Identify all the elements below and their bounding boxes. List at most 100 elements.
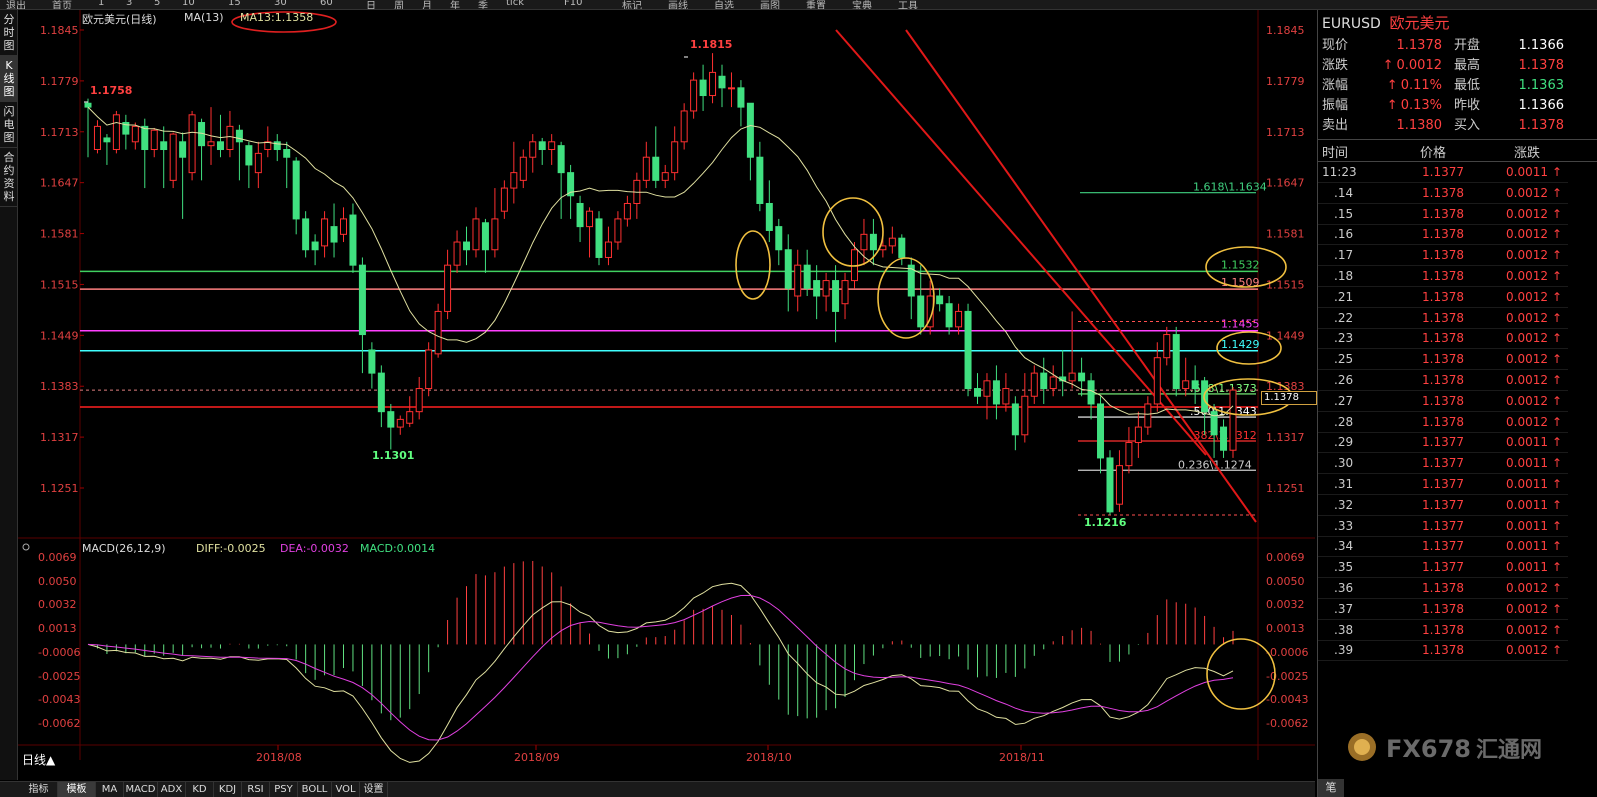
date-tick: 2018/08 xyxy=(256,751,302,764)
ma-indicator-label[interactable]: MA(13) xyxy=(184,11,224,24)
candle-body xyxy=(1002,388,1010,405)
indicator-tab-0[interactable]: 指标 xyxy=(20,782,58,797)
tick-time: .14 xyxy=(1334,185,1354,200)
tick-row: .21 1.1378 0.0012 ↑ xyxy=(1318,287,1568,308)
kline-chart-area[interactable]: 1.1845 1.1845 1.1779 1.1779 1.1713 1.1713 1.16… xyxy=(18,10,1317,780)
tick-time: .30 xyxy=(1334,456,1354,471)
tick-row: .36 1.1378 0.0012 ↑ xyxy=(1318,578,1568,599)
toolbar-item-7[interactable]: 30 xyxy=(274,0,287,8)
tick-header-0: 时间 xyxy=(1322,146,1349,161)
indicator-tab-7[interactable]: RSI xyxy=(242,782,270,797)
up-arrow-icon: ↑ xyxy=(1552,601,1563,616)
indicator-tab-1[interactable]: 模板 xyxy=(58,782,96,797)
tick-time: .17 xyxy=(1334,248,1354,263)
tick-row: .39 1.1378 0.0012 ↑ xyxy=(1318,640,1568,662)
candle-body xyxy=(661,172,669,181)
toolbar-item-21[interactable]: 宝典 xyxy=(852,1,872,10)
fib-label-1: .618\1.1373 xyxy=(1190,382,1257,395)
quote-value-text: 0.0012 xyxy=(1396,58,1443,73)
tick-row: .25 1.1378 0.0012 ↑ xyxy=(1318,349,1568,371)
toolbar-item-4[interactable]: 5 xyxy=(154,0,161,8)
macd-tick-left: 0.0013 xyxy=(38,622,77,635)
quote-panel: EURUSD 欧元美元 现价 1.1378 开盘 1.1366 涨跌 ↑ 0.0012 最高 1… xyxy=(1317,10,1597,797)
toolbar-item-13[interactable]: 季 xyxy=(478,1,488,10)
toolbar-item-18[interactable]: 自选 xyxy=(714,1,734,10)
toolbar-item-1[interactable]: 首页 xyxy=(52,1,72,10)
toolbar-item-14[interactable]: tick xyxy=(506,0,524,8)
macd-label[interactable]: MACD(26,12,9) xyxy=(82,542,166,555)
macd-tick-right: -0.0062 xyxy=(1266,717,1308,730)
price-tick-right: 1.1251 xyxy=(1266,482,1305,495)
period-selector[interactable]: 日线▲ xyxy=(22,753,56,767)
toolbar-item-0[interactable]: 退出 xyxy=(6,1,26,10)
highlight-ellipse xyxy=(231,11,337,33)
toolbar-item-16[interactable]: 标记 xyxy=(622,1,642,10)
indicator-tab-10[interactable]: VOL xyxy=(332,782,360,797)
chart-canvas[interactable]: 1.1845 1.1845 1.1779 1.1779 1.1713 1.1713 1.16… xyxy=(18,10,1315,780)
toolbar-item-15[interactable]: F10 xyxy=(564,0,583,8)
indicator-tab-4[interactable]: ADX xyxy=(158,782,186,797)
candle-body xyxy=(955,310,963,328)
toolbar-item-22[interactable]: 工具 xyxy=(898,1,918,10)
left-tab-2[interactable]: 闪电图 xyxy=(0,102,18,148)
candle-body xyxy=(387,411,395,428)
candle-body xyxy=(813,280,821,297)
candle-body xyxy=(519,156,527,181)
trendline-1[interactable] xyxy=(835,29,1207,456)
up-arrow-icon: ↑ xyxy=(1552,560,1563,575)
candlestick-group[interactable] xyxy=(84,53,1237,515)
macd-hist-value: MACD:0.0014 xyxy=(360,542,436,555)
up-arrow-icon: ↑ xyxy=(1552,269,1563,283)
trendline-2[interactable] xyxy=(905,29,1257,523)
indicator-tab-3[interactable]: MACD xyxy=(124,782,158,797)
left-tab-0[interactable]: 分时图 xyxy=(0,10,18,56)
indicator-tab-2[interactable]: MA xyxy=(96,782,124,797)
indicator-tab-5[interactable]: KD xyxy=(186,782,214,797)
tick-time: .34 xyxy=(1334,539,1354,554)
candle-body xyxy=(794,264,802,297)
indicator-tab-11[interactable]: 设置 xyxy=(360,782,388,797)
pane-handle-icon[interactable] xyxy=(22,543,30,551)
tick-price: 1.1377 xyxy=(1422,165,1464,179)
indicator-tab-9[interactable]: BOLL xyxy=(298,782,332,797)
tick-price: 1.1378 xyxy=(1422,185,1464,200)
toolbar-item-8[interactable]: 60 xyxy=(320,0,333,8)
left-tab-3[interactable]: 合约资料 xyxy=(0,148,18,207)
tick-time: .32 xyxy=(1334,497,1354,512)
tick-price: 1.1378 xyxy=(1422,289,1464,304)
toolbar-item-3[interactable]: 3 xyxy=(126,0,133,8)
candle-body xyxy=(727,87,735,90)
toolbar-item-12[interactable]: 年 xyxy=(450,1,460,10)
toolbar-item-10[interactable]: 周 xyxy=(394,1,404,10)
left-tab-1[interactable]: K线图 xyxy=(0,56,18,102)
toolbar-item-11[interactable]: 月 xyxy=(422,1,432,10)
tick-price: 1.1378 xyxy=(1422,643,1464,658)
candle-body xyxy=(604,241,612,258)
toolbar-item-2[interactable]: 1 xyxy=(98,0,105,8)
tick-row: .30 1.1377 0.0011 ↑ xyxy=(1318,453,1568,475)
toolbar-item-5[interactable]: 10 xyxy=(182,0,195,8)
price-tick-right: 1.1845 xyxy=(1266,24,1305,37)
candle-body xyxy=(463,241,471,251)
candle-body xyxy=(84,102,92,108)
tick-header-1: 价格 xyxy=(1420,146,1447,161)
tick-tab[interactable]: 笔 xyxy=(1318,779,1344,797)
indicator-tab-8[interactable]: PSY xyxy=(270,782,298,797)
date-tick: 2018/10 xyxy=(746,751,792,764)
toolbar-item-6[interactable]: 15 xyxy=(228,0,241,8)
tick-list[interactable]: 11:23 1.1377 0.0011 ↑ .14 1.1378 0.0012 ↑ .15 1.1… xyxy=(1318,162,1597,662)
toolbar-item-19[interactable]: 画图 xyxy=(760,1,780,10)
candle-body xyxy=(377,372,385,413)
highlight-ellipse xyxy=(822,197,884,267)
symbol-name: 欧元美元 xyxy=(1389,14,1450,32)
candle-body xyxy=(586,210,594,228)
candle-body xyxy=(1172,334,1180,390)
toolbar-item-20[interactable]: 重置 xyxy=(806,1,826,10)
indicator-tab-6[interactable]: KDJ xyxy=(214,782,242,797)
toolbar-item-9[interactable]: 日 xyxy=(366,1,376,10)
candle-body xyxy=(179,141,187,158)
candle-body xyxy=(131,125,139,143)
toolbar-item-17[interactable]: 画线 xyxy=(668,1,688,10)
tick-row: .14 1.1378 0.0012 ↑ xyxy=(1318,183,1568,204)
candle-body xyxy=(160,141,168,151)
